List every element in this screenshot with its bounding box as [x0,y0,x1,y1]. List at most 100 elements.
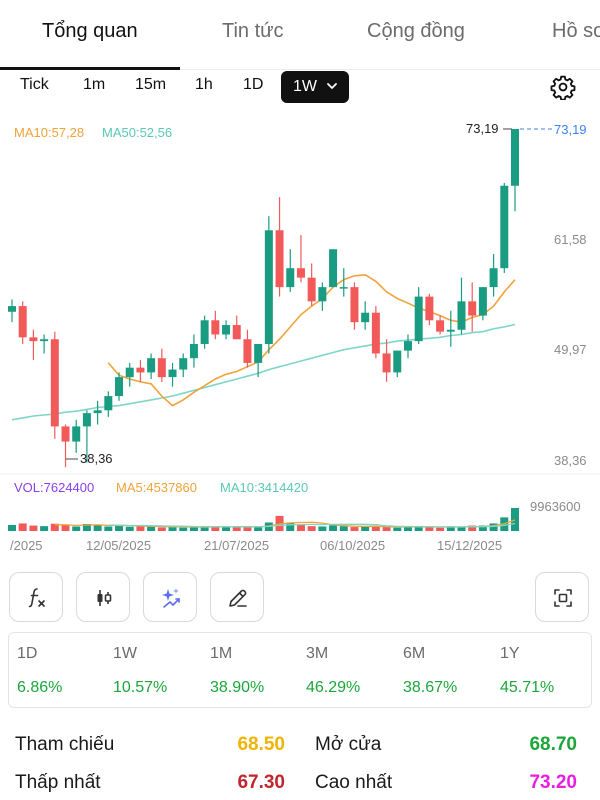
y-tick-label: 49,97 [554,342,587,357]
price-chart[interactable]: MA10:57,28 MA50:52,56 73,19 73,19 61,58 … [0,104,600,560]
candle-body [125,367,134,378]
x-tick-label: /2025 [10,538,43,553]
candle-body [8,306,16,312]
reference-price-value: 68.50 [237,734,285,755]
performance-period: 6M [403,645,426,662]
high-price-stat-label: Cao nhất [315,772,393,793]
candle-body [264,230,273,344]
active-tab-underline [0,67,180,70]
volume-bar [436,527,445,531]
candle-body [318,287,327,302]
tab-news[interactable]: Tin tức [222,20,284,42]
candle-body [157,358,166,378]
performance-period: 1Y [500,645,520,662]
candle-body [446,329,455,332]
candle-body [50,339,59,427]
tab-overview[interactable]: Tổng quan [42,20,138,42]
performance-table: 1D 6.86% 1W 10.57% 1M 38.90% 3M 46.29% 6… [8,632,592,708]
candle-body [350,287,359,323]
candle-body [425,296,434,321]
volume-bar [211,526,220,531]
volume-bar [446,526,455,531]
volume-bar [125,526,134,531]
volume-bar [489,523,498,531]
ai-analysis-button[interactable] [143,572,197,622]
performance-value: 38.67% [403,679,458,696]
candle-body [403,341,412,351]
interval-selector: Tick 1m 15m 1h 1D 1W [0,70,600,104]
gear-icon[interactable] [550,74,576,100]
performance-period: 1M [210,645,233,662]
low-price-label: 38,36 [80,451,113,466]
candle-body [500,185,509,269]
fullscreen-icon [554,589,572,607]
volume-bar [232,527,241,531]
candle-body [168,369,177,378]
performance-value: 45.71% [500,679,555,696]
performance-value: 38.90% [210,679,265,696]
tab-community[interactable]: Cộng đồng [367,20,465,42]
volume-max-label: 9963600 [530,499,581,514]
interval-1m[interactable]: 1m [83,76,106,93]
volume-bar [82,524,91,531]
volume-bar [468,525,477,531]
volume-ma10-label: MA10:3414420 [220,480,308,495]
volume-bar [414,527,423,531]
interval-1w-label: 1W [293,78,317,95]
performance-1y: 1Y 45.71% [492,633,588,709]
open-price-label: Mở cửa [315,734,382,755]
candle-body [200,320,209,344]
volume-bar [457,527,466,531]
volume-bar [329,525,338,531]
indicator-button[interactable] [9,572,63,622]
volume-bar [254,527,263,531]
ma50-line [11,323,516,421]
high-price-label: 73,19 [466,121,499,136]
candle-body [189,343,198,359]
volume-bar [18,523,27,531]
candle-body [511,129,519,186]
volume-bar [478,525,487,531]
volume-bar [50,523,59,531]
chart-type-button[interactable] [76,572,130,622]
candle-body [115,377,124,397]
volume-bar [371,526,380,531]
performance-3m: 3M 46.29% [298,633,394,709]
volume-bar [318,526,327,531]
candle-body [382,353,391,373]
candle-body [361,312,370,323]
candle-body [393,350,402,373]
top-tab-bar: Tổng quan Tin tức Cộng đồng Hồ sơ [0,0,600,70]
low-price-label: Thấp nhất [15,772,101,793]
interval-15m[interactable]: 15m [135,76,167,93]
performance-period: 1D [17,645,38,662]
performance-1d: 1D 6.86% [9,633,105,709]
tab-profile[interactable]: Hồ sơ [552,20,600,42]
interval-1d[interactable]: 1D [243,76,264,93]
interval-tick[interactable]: Tick [20,76,49,93]
candle-body [307,277,316,302]
candle-body [489,268,498,288]
last-price-label: 73,19 [554,122,587,137]
candle-body [371,312,380,354]
chevron-down-icon [327,83,337,89]
volume-bar [136,526,145,531]
candle-body [136,367,145,373]
volume-bar [286,522,295,531]
volume-bar [93,524,102,531]
candle-body [72,426,81,442]
interval-1w-dropdown[interactable]: 1W [281,71,349,103]
performance-value: 46.29% [306,679,361,696]
volume-ma5-line [54,519,516,528]
volume-bar [29,525,38,531]
interval-1h[interactable]: 1h [195,76,213,93]
draw-button[interactable] [210,572,264,622]
volume-bar [425,526,434,531]
candle-body [275,230,284,288]
volume-ma10-line [108,522,516,528]
fullscreen-button[interactable] [535,572,589,622]
candle-icon [97,590,112,606]
y-tick-label: 61,58 [554,232,587,247]
candle-body [329,249,338,288]
candle-body [296,268,305,278]
